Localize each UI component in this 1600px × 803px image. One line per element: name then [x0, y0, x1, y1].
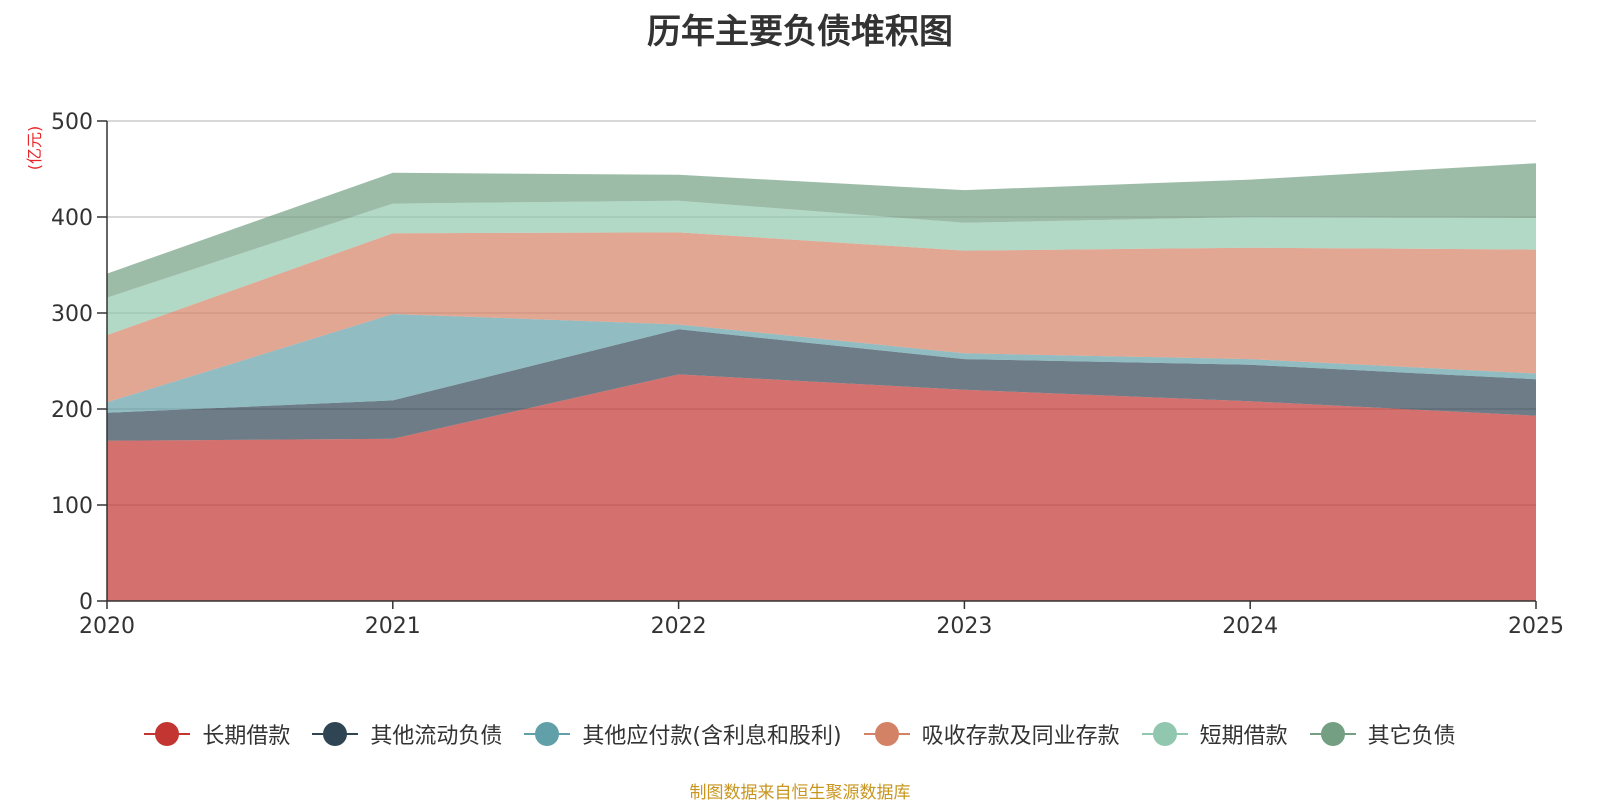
legend-marker-icon — [312, 722, 359, 746]
y-tick-label: 200 — [51, 398, 93, 423]
area-series-1[interactable] — [107, 374, 1536, 601]
legend: 长期借款 其他流动负债 其他应付款(含利息和股利) 吸收存款及同业存款 短期借款 其它负债 — [0, 718, 1600, 750]
legend-item[interactable]: 其它负债 — [1309, 718, 1456, 750]
x-tick-label: 2025 — [1508, 614, 1564, 639]
y-tick-label: 0 — [79, 590, 93, 615]
y-tick-label: 100 — [51, 494, 93, 519]
legend-marker-icon — [863, 722, 910, 746]
area-series-3[interactable] — [107, 314, 1536, 413]
area-series — [107, 163, 1536, 601]
chart-title: 历年主要负债堆积图 — [647, 12, 953, 52]
x-tick-label: 2023 — [936, 614, 992, 639]
legend-label: 长期借款 — [202, 724, 291, 749]
y-tick-label: 300 — [51, 302, 93, 327]
legend-item[interactable]: 其他应付款(含利息和股利) — [524, 718, 842, 750]
legend-item[interactable]: 其他流动负债 — [312, 718, 502, 750]
x-tick-label: 2020 — [79, 614, 135, 639]
legend-marker-icon — [1141, 722, 1188, 746]
x-tick-label: 2024 — [1222, 614, 1278, 639]
legend-label: 吸收存款及同业存款 — [921, 724, 1120, 749]
axes: 0 100 200 300 400 500 2020 2021 2022 2023 2024 2025 — [51, 110, 1564, 639]
y-axis-label: (亿元) — [25, 126, 44, 171]
legend-label: 其他应付款(含利息和股利) — [582, 724, 842, 749]
legend-marker-icon — [524, 722, 571, 746]
legend-item[interactable]: 长期借款 — [144, 718, 290, 750]
legend-item[interactable]: 吸收存款及同业存款 — [863, 718, 1120, 750]
data-source-note: 制图数据来自恒生聚源数据库 — [689, 783, 911, 803]
legend-item[interactable]: 短期借款 — [1141, 718, 1288, 750]
y-tick-label: 500 — [51, 110, 93, 135]
legend-label: 其他流动负债 — [370, 724, 503, 749]
area-series-2[interactable] — [107, 329, 1536, 441]
area-series-5[interactable] — [107, 200, 1536, 336]
y-tick-label: 400 — [51, 206, 93, 231]
area-series-4[interactable] — [107, 232, 1536, 403]
legend-label: 其它负债 — [1367, 724, 1456, 749]
legend-marker-icon — [1309, 722, 1356, 746]
area-series-6[interactable] — [107, 163, 1536, 298]
legend-marker-icon — [144, 722, 191, 746]
x-tick-label: 2022 — [651, 614, 707, 639]
legend-label: 短期借款 — [1199, 724, 1288, 749]
x-tick-label: 2021 — [365, 614, 421, 639]
